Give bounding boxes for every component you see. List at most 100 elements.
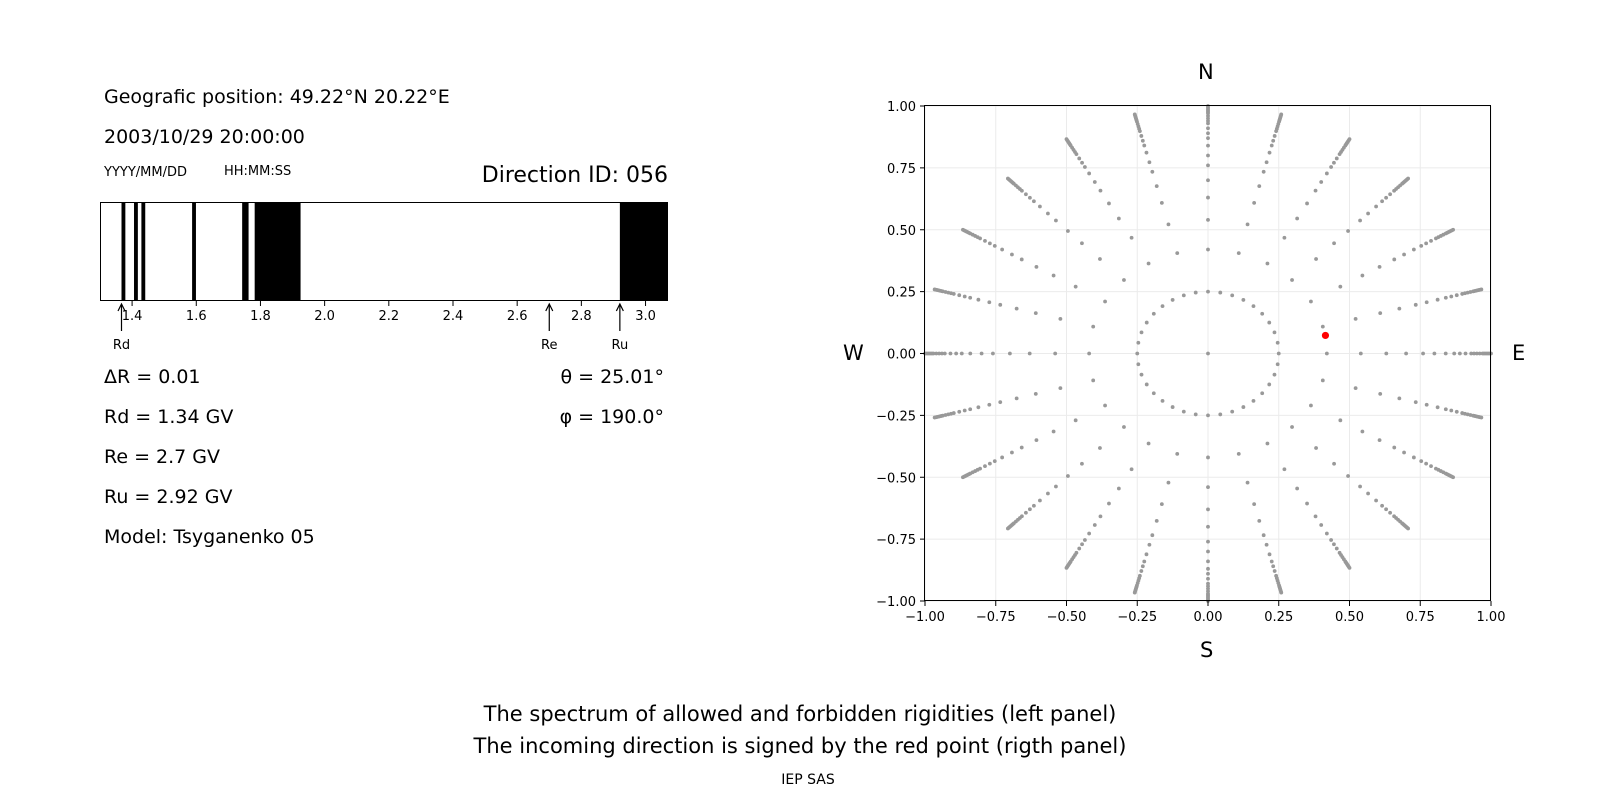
- spectrum-tick-label: 2.6: [507, 309, 528, 324]
- direction-point: [1429, 464, 1433, 469]
- caption-line-2: The incoming direction is signed by the …: [473, 734, 1127, 758]
- direction-point: [1066, 229, 1070, 233]
- direction-point: [1010, 450, 1014, 455]
- direction-point: [942, 351, 947, 356]
- direction-point: [1023, 192, 1028, 197]
- direction-point: [1449, 408, 1454, 413]
- direction-point: [1028, 195, 1032, 200]
- direction-point: [1419, 243, 1424, 248]
- incoming-direction-layer: [1321, 331, 1330, 340]
- direction-point: [1435, 405, 1440, 410]
- direction-point: [1380, 199, 1384, 204]
- ru-value: Ru = 2.92 GV: [104, 486, 233, 508]
- direction-point: [968, 295, 973, 300]
- direction-point: [961, 475, 965, 480]
- direction-point: [1206, 539, 1210, 544]
- direction-point: [1206, 576, 1210, 581]
- direction-point: [1005, 176, 1010, 181]
- direction-point: [1406, 526, 1411, 531]
- direction-point: [1034, 438, 1039, 443]
- direction-point: [1116, 216, 1121, 221]
- direction-point: [1332, 461, 1336, 466]
- direction-point: [1014, 396, 1019, 401]
- direction-point: [1000, 455, 1005, 460]
- direction-point: [1264, 160, 1269, 165]
- direction-point: [1023, 510, 1028, 515]
- direction-point: [1206, 195, 1210, 200]
- direction-point: [1320, 324, 1325, 329]
- marker-arrow-head: [545, 302, 554, 312]
- direction-point: [1452, 351, 1457, 356]
- direction-point: [1033, 391, 1038, 396]
- direction-point: [1324, 351, 1329, 356]
- direction-point: [1338, 418, 1343, 423]
- direction-point: [1206, 217, 1210, 222]
- forbidden-band: [254, 202, 301, 301]
- sky-y-tick-label: 1.00: [887, 100, 916, 115]
- spectrum-tick-label: 2.2: [378, 309, 399, 324]
- direction-point: [1314, 446, 1318, 450]
- direction-point: [1472, 351, 1476, 356]
- direction-point: [1360, 273, 1365, 278]
- direction-point: [1429, 238, 1433, 243]
- direction-point: [1019, 445, 1024, 450]
- direction-point: [1267, 552, 1272, 557]
- direction-point: [1384, 507, 1388, 512]
- direction-point: [1206, 566, 1210, 571]
- spectrum-tick-label: 3.0: [635, 309, 656, 324]
- direction-point: [1206, 485, 1210, 490]
- direction-point: [1142, 559, 1147, 564]
- direction-point: [1150, 169, 1155, 174]
- direction-point: [1347, 137, 1352, 142]
- direction-point: [1282, 235, 1287, 240]
- direction-point: [1334, 546, 1339, 551]
- direction-point: [1443, 295, 1448, 300]
- direction-point: [1353, 317, 1358, 321]
- direction-point: [1295, 216, 1300, 221]
- direction-point: [1159, 502, 1164, 507]
- sky-y-tick-label: −0.50: [876, 471, 916, 486]
- spectrum-tick-label: 2.4: [443, 309, 464, 324]
- direction-point: [1206, 413, 1210, 418]
- direction-point: [987, 461, 992, 466]
- direction-point: [1424, 402, 1429, 407]
- re-value: Re = 2.7 GV: [104, 446, 221, 468]
- direction-point: [1388, 510, 1393, 515]
- theta-value: θ = 25.01°: [560, 366, 664, 388]
- direction-point: [1443, 407, 1448, 412]
- direction-point: [1107, 501, 1111, 506]
- direction-id: Direction ID: 056: [481, 163, 668, 188]
- direction-point: [1139, 134, 1144, 138]
- sky-x-tick-label: 0.25: [1264, 610, 1293, 625]
- direction-point: [1388, 192, 1393, 197]
- direction-point: [948, 351, 953, 356]
- direction-point: [1027, 351, 1032, 356]
- direction-point: [1252, 502, 1257, 507]
- direction-point: [1000, 247, 1005, 252]
- direction-point: [1136, 340, 1141, 345]
- direction-point: [1272, 330, 1277, 335]
- direction-point: [1160, 304, 1165, 309]
- direction-point: [1091, 324, 1096, 329]
- direction-point: [1038, 498, 1042, 503]
- direction-point: [1051, 429, 1056, 434]
- direction-point: [976, 297, 981, 302]
- direction-point: [1261, 169, 1266, 174]
- direction-point: [1230, 409, 1235, 414]
- direction-point: [1077, 546, 1082, 551]
- direction-point: [1107, 201, 1111, 206]
- direction-point: [1251, 398, 1256, 403]
- direction-point: [1265, 261, 1270, 266]
- spectrum-x-axis: 1.4 1.6 1.8 2.0 2.2 2.4 2.6 2.8 3.0: [122, 301, 656, 324]
- direction-point: [961, 227, 965, 232]
- direction-point: [1424, 461, 1429, 466]
- direction-point: [1140, 564, 1145, 569]
- direction-point: [1066, 474, 1070, 478]
- direction-point: [1411, 455, 1416, 460]
- sky-y-tick-label: −1.00: [876, 595, 916, 610]
- direction-point: [1064, 137, 1069, 142]
- direction-point: [1230, 293, 1235, 298]
- direction-point: [1129, 467, 1134, 472]
- direction-point: [1206, 247, 1210, 252]
- direction-point: [1147, 542, 1152, 547]
